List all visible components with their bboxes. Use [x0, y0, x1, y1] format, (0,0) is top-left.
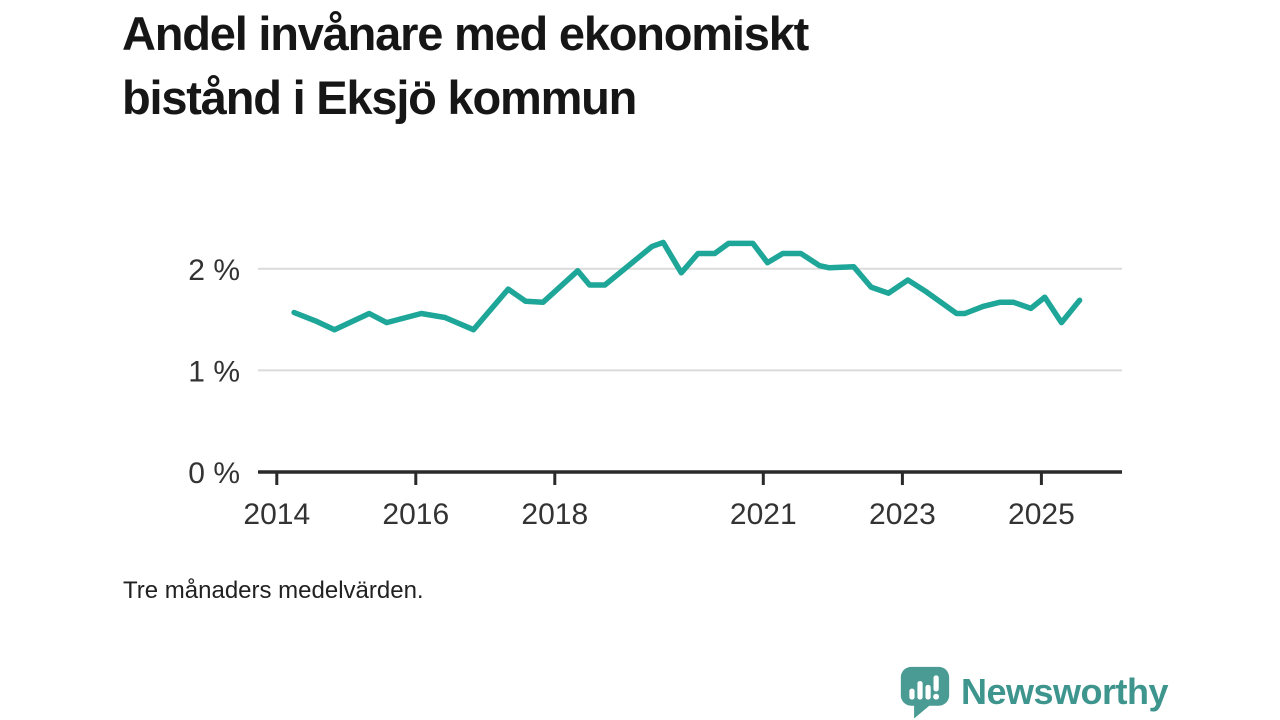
brand-wordmark: Newsworthy: [961, 670, 1169, 712]
y-tick-label: 1 %: [188, 355, 240, 388]
logo-exclamation-dot: [933, 693, 940, 700]
chart-title-line-1: Andel invånare med ekonomiskt: [122, 7, 809, 60]
chart-footnote: Tre månaders medelvärden.: [123, 577, 424, 604]
brand-lockup: Newsworthy: [898, 664, 1169, 719]
x-tick-label: 2023: [869, 498, 936, 531]
chart-title: Andel invånare med ekonomiskt bistånd i …: [122, 2, 809, 130]
logo-bar-medium: [925, 684, 931, 700]
x-tick-label: 2025: [1008, 498, 1075, 531]
x-tick-label: 2014: [243, 498, 310, 531]
x-tick-label: 2016: [382, 498, 449, 531]
chart-title-line-2: bistånd i Eksjö kommun: [122, 71, 637, 124]
x-tick-label: 2018: [521, 498, 588, 531]
x-tick-label: 2021: [730, 498, 797, 531]
y-tick-label: 0 %: [188, 457, 240, 490]
logo-exclamation-bar: [933, 675, 939, 692]
logo-bar-short: [909, 688, 915, 700]
logo-bar-tall: [917, 681, 923, 700]
y-tick-label: 2 %: [188, 254, 240, 287]
logo-bubble-shape: [900, 666, 950, 719]
newsworthy-logo-icon: [900, 666, 950, 719]
data-line: [291, 239, 1083, 333]
